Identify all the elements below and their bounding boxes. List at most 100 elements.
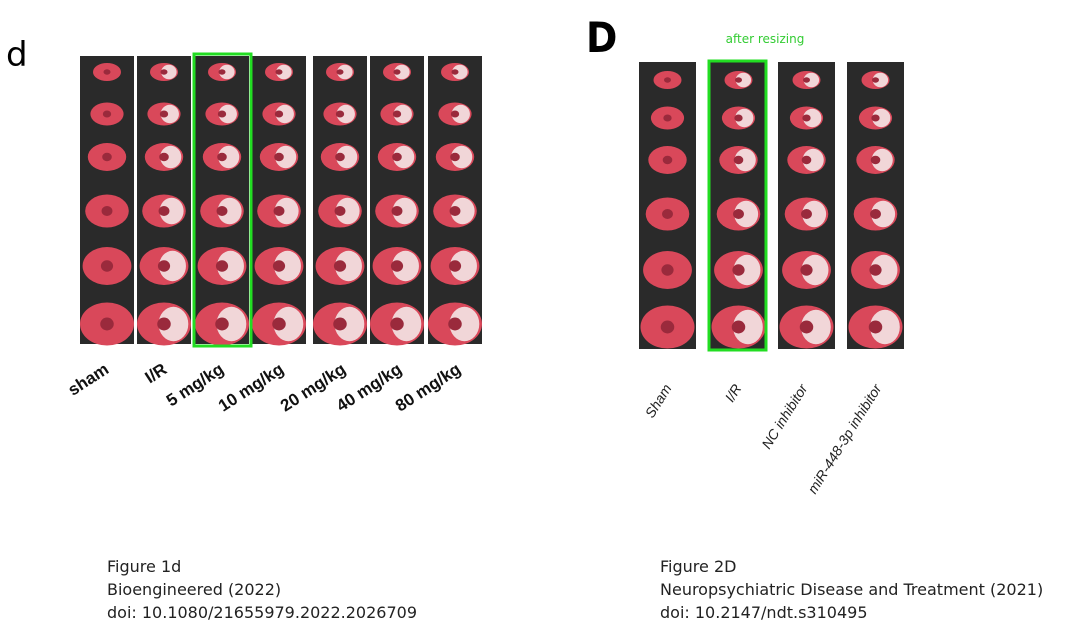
infarct: [449, 306, 480, 342]
ventricle: [731, 320, 746, 334]
infarct: [392, 197, 417, 225]
ventricle: [663, 114, 672, 122]
infarct: [273, 306, 304, 342]
ventricle: [274, 152, 284, 162]
ventricle: [157, 317, 171, 331]
infarct: [870, 254, 898, 286]
ventricle: [218, 69, 226, 75]
ventricle: [275, 69, 283, 75]
ventricle: [799, 320, 814, 334]
ventricle: [801, 155, 812, 165]
infarct: [392, 250, 419, 282]
infarct: [160, 145, 182, 169]
infarct: [801, 254, 829, 286]
ventricle: [451, 69, 459, 75]
infarct: [451, 145, 473, 169]
annotation: after resizing: [726, 32, 805, 46]
ventricle: [336, 69, 344, 75]
infarct: [734, 148, 756, 172]
column-label: 10 mg/kg: [215, 359, 287, 415]
ventricle: [159, 152, 169, 162]
ventricle: [868, 320, 883, 334]
infarct: [275, 145, 297, 169]
infarct: [733, 309, 763, 345]
infarct: [733, 254, 761, 286]
ventricle: [448, 260, 462, 272]
ventricle: [272, 317, 286, 331]
infarct: [335, 250, 362, 282]
infarct: [217, 197, 242, 225]
column-label: I/R: [142, 359, 171, 387]
column-label: 80 mg/kg: [392, 359, 464, 415]
infarct: [734, 200, 759, 228]
panel-letter: D: [586, 13, 617, 62]
infarct: [393, 104, 412, 124]
infarct: [803, 72, 820, 88]
infarct: [335, 197, 360, 225]
ventricle: [660, 320, 675, 334]
ventricle: [102, 110, 112, 118]
ventricle: [392, 110, 402, 118]
column-label: I/R: [721, 381, 744, 405]
ventricle: [661, 264, 674, 276]
ventricle: [390, 260, 404, 272]
infarct: [871, 148, 893, 172]
ventricle: [274, 110, 284, 118]
ventricle: [870, 209, 881, 219]
infarct: [393, 145, 415, 169]
ventricle: [802, 114, 811, 122]
infarct: [159, 250, 186, 282]
infarct: [450, 197, 475, 225]
column-label: miR-448-3p inhibitor: [804, 380, 885, 497]
infarct: [219, 64, 235, 80]
ventricle: [333, 260, 347, 272]
infarct: [336, 145, 358, 169]
ventricle: [215, 317, 229, 331]
ventricle: [664, 77, 671, 83]
infarct: [802, 148, 824, 172]
infarct: [337, 64, 353, 80]
ventricle: [160, 69, 168, 75]
brain-slice-image: [80, 56, 904, 349]
ventricle: [100, 317, 114, 331]
ventricle: [803, 77, 810, 83]
ventricle: [735, 77, 742, 83]
infarct: [276, 64, 292, 80]
ventricle: [733, 209, 744, 219]
ventricle: [159, 110, 169, 118]
column-label: Sham: [642, 381, 675, 421]
infarct: [160, 104, 179, 124]
ventricle: [449, 206, 461, 216]
ventricle: [450, 152, 460, 162]
ventricle: [800, 264, 813, 276]
ventricle: [335, 110, 345, 118]
infarct: [391, 306, 422, 342]
ventricle: [100, 260, 114, 272]
ventricle: [102, 152, 112, 162]
infarct: [450, 250, 477, 282]
ventricle: [158, 206, 170, 216]
ventricle: [872, 77, 879, 83]
ventricle: [217, 110, 227, 118]
infarct: [218, 145, 240, 169]
ventricle: [216, 206, 228, 216]
infarct: [274, 197, 299, 225]
ventricle: [390, 317, 404, 331]
infarct: [801, 309, 831, 345]
infarct: [159, 197, 184, 225]
infarct: [451, 104, 470, 124]
ventricle: [272, 260, 286, 272]
infarct: [394, 64, 410, 80]
ventricle: [333, 317, 347, 331]
ventricle: [662, 155, 673, 165]
ventricle: [217, 152, 227, 162]
infarct: [216, 306, 247, 342]
infarct: [452, 64, 468, 80]
ventricle: [869, 264, 882, 276]
infarct: [802, 200, 827, 228]
ventricle: [335, 152, 345, 162]
infarct: [336, 104, 355, 124]
ventricle: [391, 206, 403, 216]
infarct: [870, 309, 900, 345]
